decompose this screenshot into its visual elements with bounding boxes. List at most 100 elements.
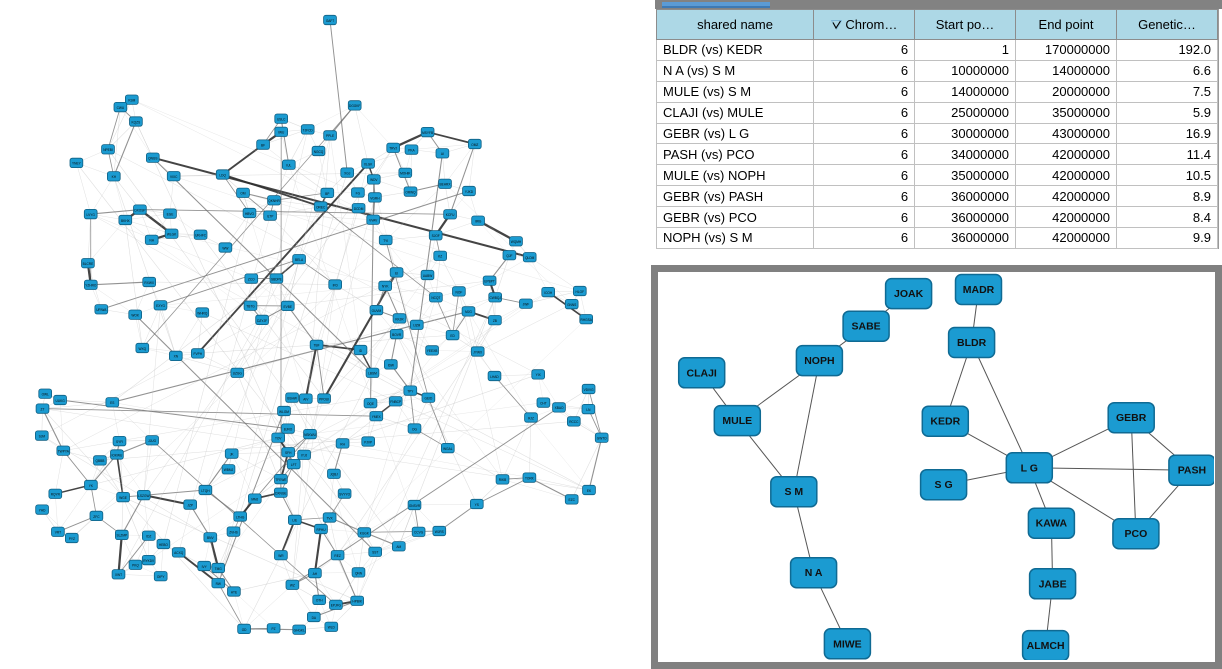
svg-text:GWTO: GWTO bbox=[597, 437, 607, 441]
svg-text:ZFC: ZFC bbox=[93, 515, 100, 519]
svg-text:YS: YS bbox=[475, 503, 479, 507]
svg-text:WLD: WLD bbox=[328, 626, 336, 630]
svg-text:OWL: OWL bbox=[42, 393, 49, 397]
svg-text:CLAJI: CLAJI bbox=[687, 367, 717, 379]
svg-text:BJRO: BJRO bbox=[284, 427, 293, 431]
svg-text:RH: RH bbox=[340, 442, 345, 446]
svg-text:TBTG: TBTG bbox=[246, 305, 255, 309]
svg-text:EXYG: EXYG bbox=[156, 304, 165, 308]
svg-text:JZP: JZP bbox=[187, 503, 193, 507]
svg-text:NGCQ: NGCQ bbox=[314, 150, 324, 154]
svg-text:PKA: PKA bbox=[408, 148, 415, 152]
svg-text:RQYR: RQYR bbox=[51, 493, 61, 497]
svg-text:BOVR: BOVR bbox=[392, 333, 402, 337]
svg-text:BELA: BELA bbox=[295, 258, 304, 262]
svg-text:VRT: VRT bbox=[55, 531, 61, 535]
svg-text:GEBR: GEBR bbox=[1116, 412, 1147, 424]
svg-text:OTH: OTH bbox=[316, 599, 323, 603]
svg-text:GAF7: GAF7 bbox=[326, 19, 335, 23]
svg-text:LBSM: LBSM bbox=[368, 372, 377, 376]
svg-text:ILTP: ILTP bbox=[267, 214, 274, 218]
svg-text:XWT: XWT bbox=[115, 573, 122, 577]
svg-text:HEBO: HEBO bbox=[159, 543, 169, 547]
svg-text:KAWA: KAWA bbox=[1036, 518, 1068, 530]
svg-text:LSZGW: LSZGW bbox=[138, 494, 149, 498]
svg-text:DXNGE: DXNGE bbox=[275, 492, 286, 496]
svg-text:IJZM: IJZM bbox=[413, 324, 420, 328]
svg-text:OD: OD bbox=[242, 628, 247, 632]
svg-text:JWF: JWF bbox=[523, 303, 530, 307]
svg-text:YHD: YHD bbox=[39, 509, 46, 513]
svg-text:KCFU: KCFU bbox=[446, 213, 455, 217]
svg-text:RYKDV: RYKDV bbox=[143, 559, 155, 563]
svg-text:WJRS: WJRS bbox=[435, 530, 444, 534]
svg-text:ZVHS: ZVHS bbox=[229, 531, 238, 535]
svg-text:UFIWA: UFIWA bbox=[96, 308, 107, 312]
svg-text:FNBCP: FNBCP bbox=[390, 400, 401, 404]
svg-text:SLZMP: SLZMP bbox=[116, 534, 127, 538]
svg-text:IDW: IDW bbox=[388, 363, 394, 367]
svg-text:RJZ: RJZ bbox=[528, 416, 534, 420]
svg-text:ZCO: ZCO bbox=[248, 278, 255, 282]
svg-text:QBBB: QBBB bbox=[95, 459, 104, 463]
svg-text:PASH: PASH bbox=[1178, 465, 1206, 477]
svg-text:BP: BP bbox=[325, 192, 329, 196]
svg-text:USLC: USLC bbox=[277, 118, 286, 122]
svg-text:WZ: WZ bbox=[290, 584, 295, 588]
svg-text:BKHX: BKHX bbox=[121, 219, 131, 223]
svg-text:TYI: TYI bbox=[383, 239, 388, 243]
svg-text:OUVM: OUVM bbox=[372, 309, 382, 313]
svg-text:TORK: TORK bbox=[525, 476, 535, 480]
svg-text:ORWQ: ORWQ bbox=[405, 191, 416, 195]
svg-text:PCO: PCO bbox=[1125, 528, 1148, 540]
svg-text:KKJR: KKJR bbox=[395, 317, 404, 321]
svg-text:CWBQJ: CWBQJ bbox=[489, 296, 501, 300]
svg-text:S M: S M bbox=[784, 486, 803, 498]
svg-text:QKNHR: QKNHR bbox=[268, 199, 280, 203]
svg-text:IWU: IWU bbox=[278, 131, 285, 135]
svg-text:PPLE: PPLE bbox=[326, 134, 334, 138]
svg-text:KZ: KZ bbox=[438, 255, 442, 259]
svg-text:IFD: IFD bbox=[333, 283, 339, 287]
svg-text:VDIVG: VDIVG bbox=[584, 388, 594, 392]
svg-text:REZ: REZ bbox=[334, 554, 340, 558]
svg-text:L G: L G bbox=[1021, 462, 1038, 474]
svg-text:RXWX: RXWX bbox=[144, 281, 154, 285]
svg-text:QNGS: QNGS bbox=[148, 157, 157, 161]
svg-text:ACXQ: ACXQ bbox=[174, 551, 184, 555]
svg-text:ED: ED bbox=[450, 334, 455, 338]
svg-text:BLDR: BLDR bbox=[957, 337, 987, 349]
svg-text:NSKWU: NSKWU bbox=[304, 433, 317, 437]
svg-text:MOHIK: MOHIK bbox=[400, 172, 411, 176]
svg-text:BNV: BNV bbox=[207, 536, 214, 540]
svg-text:LTHG: LTHG bbox=[236, 515, 245, 519]
svg-text:SJOF: SJOF bbox=[432, 234, 440, 238]
svg-text:GNNS: GNNS bbox=[567, 303, 576, 307]
svg-text:YIX: YIX bbox=[536, 373, 542, 377]
svg-text:HLOF: HLOF bbox=[576, 290, 585, 294]
svg-text:HPBIK: HPBIK bbox=[352, 600, 362, 604]
svg-text:LN: LN bbox=[586, 408, 591, 412]
svg-text:LTQH: LTQH bbox=[201, 489, 210, 493]
svg-text:LFT: LFT bbox=[291, 463, 297, 467]
svg-text:NCQT: NCQT bbox=[431, 296, 440, 300]
svg-text:RW: RW bbox=[216, 582, 221, 586]
svg-text:GHGKL: GHGKL bbox=[294, 629, 305, 633]
svg-text:WR: WR bbox=[278, 554, 284, 558]
svg-text:UABW: UABW bbox=[423, 274, 433, 278]
svg-text:BSHW: BSHW bbox=[287, 396, 297, 400]
svg-text:HBVO: HBVO bbox=[245, 212, 255, 216]
svg-text:BF: BF bbox=[261, 143, 265, 147]
svg-text:TVX: TVX bbox=[326, 516, 333, 520]
svg-text:OREC: OREC bbox=[316, 205, 326, 209]
svg-text:SABE: SABE bbox=[852, 321, 881, 333]
svg-text:NOF: NOF bbox=[456, 290, 463, 294]
svg-text:RIKB: RIKB bbox=[499, 478, 506, 482]
svg-text:XBAO: XBAO bbox=[555, 406, 564, 410]
svg-text:NPEBI: NPEBI bbox=[103, 148, 113, 152]
svg-text:OM: OM bbox=[240, 192, 245, 196]
svg-text:KSM: KSM bbox=[128, 99, 135, 103]
svg-text:KQZS: KQZS bbox=[132, 120, 141, 124]
svg-text:NOPH: NOPH bbox=[804, 355, 834, 367]
svg-text:OMZ: OMZ bbox=[471, 143, 478, 147]
